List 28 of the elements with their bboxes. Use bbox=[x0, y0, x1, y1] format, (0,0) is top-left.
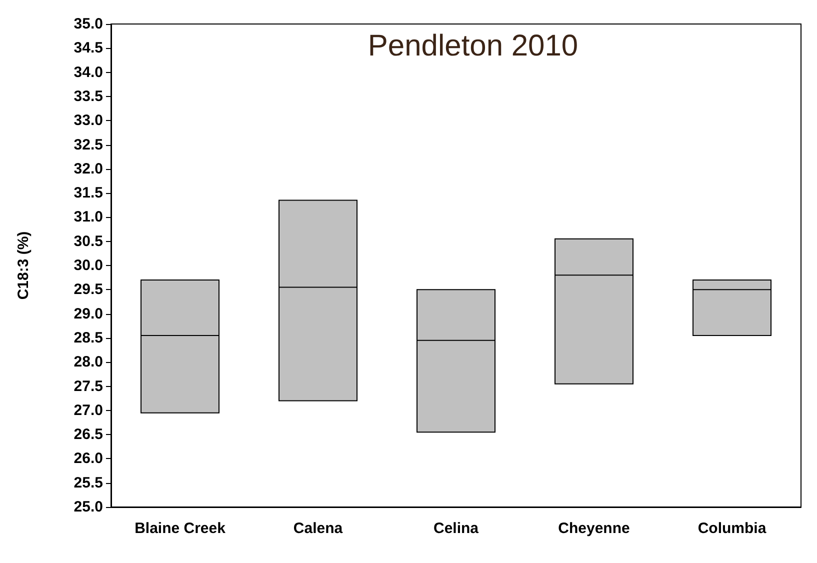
y-tick-label: 29.0 bbox=[74, 305, 103, 322]
y-tick-label: 28.0 bbox=[74, 354, 103, 371]
y-tick-label: 32.0 bbox=[74, 160, 103, 178]
y-tick-label: 33.0 bbox=[74, 112, 103, 130]
x-tick-label: Celina bbox=[433, 520, 480, 537]
y-tick-label: 28.5 bbox=[74, 329, 103, 346]
y-tick-label: 35.0 bbox=[74, 16, 103, 32]
chart-title: Pendleton 2010 bbox=[368, 30, 578, 62]
y-tick-label: 33.5 bbox=[74, 88, 103, 105]
y-axis-title: C18:3 (%) bbox=[15, 231, 32, 300]
x-tick-label: Cheyenne bbox=[558, 520, 630, 537]
y-tick-label: 26.5 bbox=[74, 426, 103, 444]
y-tick-label: 29.5 bbox=[74, 281, 103, 298]
y-tick-label: 26.0 bbox=[74, 450, 103, 468]
y-tick-label: 25.0 bbox=[74, 498, 103, 516]
y-tick-label: 30.5 bbox=[74, 232, 103, 250]
y-tick-label: 27.0 bbox=[74, 402, 103, 419]
y-tick-label: 30.0 bbox=[74, 257, 103, 274]
x-tick-label: Blaine Creek bbox=[134, 520, 226, 537]
y-tick-label: 34.5 bbox=[74, 40, 103, 57]
y-tick-label: 25.5 bbox=[74, 474, 103, 492]
y-tick-label: 31.5 bbox=[74, 184, 103, 202]
x-tick-label: Calena bbox=[293, 520, 344, 537]
x-tick-label: Columbia bbox=[698, 520, 767, 537]
y-tick-label: 31.0 bbox=[74, 208, 103, 226]
y-tick-label: 34.0 bbox=[74, 64, 103, 81]
y-tick-label: 32.5 bbox=[74, 136, 103, 154]
y-tick-label: 27.5 bbox=[74, 378, 103, 395]
